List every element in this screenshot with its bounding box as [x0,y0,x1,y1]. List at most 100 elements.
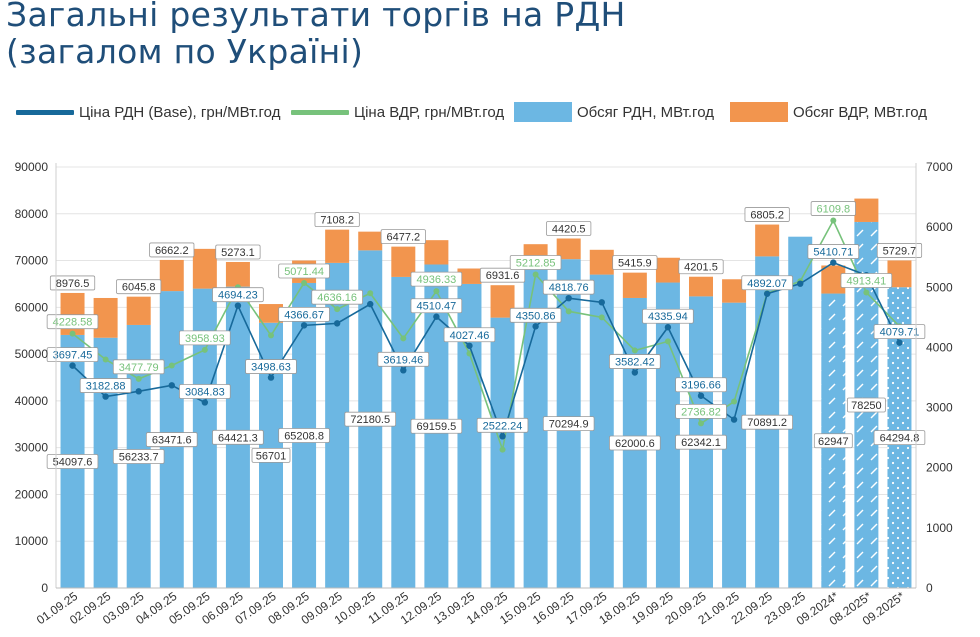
rdn-price-data-label-box [873,324,926,340]
vdr-price-point [698,420,704,427]
rdn-price-data-label: 3498.63 [245,359,297,374]
vdr-price-data-label-box [675,403,727,419]
rdn-price-data-label-box [443,327,496,343]
vdr-price-data-label-text: 3958.93 [185,333,225,345]
rdn-price-data-label: 3582.42 [609,354,661,369]
vdr-price-point [631,347,638,354]
vdr-price-point [268,332,274,339]
y-left-tick-label: 30000 [15,441,49,455]
rdn-volume-data-label: 64421.3 [212,429,264,445]
vdr-price-data-label-box [840,273,893,288]
vdr-price-data-label-text: 6109.8 [816,204,850,216]
rdn-volume-data-label-box [212,429,264,445]
rdn-price-data-label-box [675,377,727,393]
rdn-price-point [532,323,539,330]
rdn-price-data-label-text: 3084.83 [185,386,225,398]
vdr-price-point [433,288,440,295]
y-left-tick-label: 90000 [15,160,49,174]
rdn-volume-data-label-text: 62000.6 [615,438,655,450]
rdn-price-data-label-box [377,351,430,367]
vdr-price-data-label: 6109.8 [810,201,856,216]
bar-vdr-volume [159,259,184,292]
rdn-volume-data-label-text: 65208.8 [284,430,324,442]
rdn-price-data-label-box [410,298,463,314]
rdn-volume-data-label-box [344,411,397,427]
vdr-price-data-label-text: 5212.85 [516,257,556,269]
rdn-price-data-label-box [212,287,264,303]
vdr-volume-data-label-box [678,259,724,275]
vdr-volume-data-label: 6477.2 [380,229,426,245]
vdr-price-data-label-text: 3477.79 [119,362,159,374]
y-left-tick-label: 20000 [15,487,49,501]
vdr-price-data-label: 3958.93 [179,330,231,346]
vdr-price-point [367,290,374,297]
vdr-volume-data-label-box [49,275,96,291]
bar-vdr-volume [854,198,879,222]
vdr-price-data-label-box [278,263,330,279]
vdr-price-point [731,398,738,405]
vdr-volume-data-label-text: 6045.8 [122,282,156,294]
rdn-price-data-label-text: 4027.46 [450,330,490,342]
rdn-price-data-label: 4335.94 [642,308,694,324]
rdn-volume-data-label: 54097.6 [46,454,99,469]
vdr-price-data-label: 4913.41 [840,273,893,288]
vdr-volume-data-label: 6045.8 [116,279,162,295]
rdn-volume-data-label: 72180.5 [344,411,397,427]
vdr-volume-data-label: 6931.6 [479,267,526,283]
rdn-price-point [598,299,605,306]
vdr-volume-data-label-text: 4420.5 [552,223,586,235]
y-left-tick-label: 60000 [15,300,49,314]
rdn-price-data-label-box [79,378,132,393]
vdr-price-data-label-box [810,201,856,216]
rdn-price-data-label-text: 2522.24 [483,420,523,432]
vdr-volume-data-label-box [744,207,790,222]
rdn-volume-data-label: 70294.9 [542,416,595,431]
rdn-price-point [433,313,440,320]
vdr-volume-data-label-text: 4201.5 [684,262,718,274]
vdr-price-data-label: 4636.16 [311,289,363,305]
rdn-price-data-label: 4892.07 [741,275,793,291]
legend-item-vdr-price[interactable]: Ціна ВДР, грн/МВт.год [291,101,504,123]
legend-swatch-vdr-price [291,109,349,115]
rdn-price-data-label-text: 3619.46 [383,354,423,366]
y-left-tick-label: 40000 [15,394,49,408]
vdr-volume-data-label: 5729.7 [876,243,923,258]
rdn-price-data-label-box [278,306,330,322]
y-right-tick-label: 5000 [926,280,953,294]
legend-item-rdn-volume[interactable]: Обсяг РДН, МВт.год [514,101,714,123]
vdr-volume-data-label-text: 6805.2 [750,210,784,222]
vdr-volume-data-label-box [314,212,360,228]
vdr-price-point [400,335,407,342]
rdn-price-data-label-text: 4079.71 [880,327,920,339]
rdn-price-point [69,362,76,369]
rdn-price-point [697,392,705,399]
bar-rdn-volume [788,236,813,588]
rdn-volume-data-label-box [145,432,198,447]
vdr-price-data-label-box [410,271,463,287]
vdr-volume-data-label-box [479,267,526,283]
bar-vdr-volume [192,248,217,289]
legend-item-vdr-volume[interactable]: Обсяг ВДР, МВт.год [730,101,927,123]
vdr-price-point [830,217,837,224]
vdr-price-data-label-box [311,289,363,305]
legend-item-rdn-price[interactable]: Ціна РДН (Base), грн/МВт.год [16,101,280,123]
rdn-price-point [135,388,142,395]
bar-vdr-volume [755,224,780,257]
bar-vdr-volume [358,231,383,251]
rdn-volume-data-label-box [251,447,291,463]
rdn-volume-data-label-text: 56233.7 [119,451,159,463]
bar-vdr-volume [457,268,482,284]
vdr-price-point [334,306,341,313]
rdn-volume-data-label-box [675,434,727,450]
rdn-price-data-label: 4350.86 [509,307,562,323]
vdr-volume-data-label-box [215,244,261,260]
rdn-price-data-label: 4818.76 [542,279,595,295]
rdn-price-point [400,367,407,374]
legend-swatch-rdn-price [16,109,74,115]
vdr-price-point [664,338,671,345]
rdn-volume-data-label: 69159.5 [410,418,463,434]
labels-layer: 54097.6 8976.5 3697.45 4228.58 3182.88 56233.… [46,201,926,469]
y-left-tick-label: 50000 [15,347,49,361]
rdn-price-data-label-box [807,244,860,259]
